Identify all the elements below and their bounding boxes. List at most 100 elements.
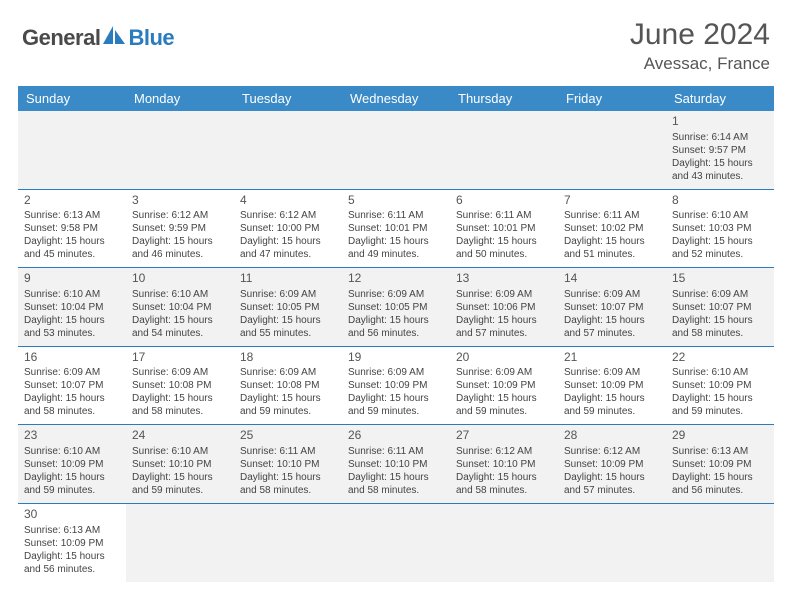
daylight-text: and 58 minutes.	[240, 484, 336, 497]
sunrise-text: Sunrise: 6:10 AM	[24, 288, 120, 301]
daylight-text: Daylight: 15 hours	[132, 471, 228, 484]
day-number: 12	[348, 271, 444, 287]
sunrise-text: Sunrise: 6:09 AM	[564, 366, 660, 379]
sunset-text: Sunset: 10:07 PM	[672, 301, 768, 314]
sunrise-text: Sunrise: 6:11 AM	[456, 209, 552, 222]
sunrise-text: Sunrise: 6:10 AM	[132, 288, 228, 301]
sunset-text: Sunset: 9:57 PM	[672, 144, 768, 157]
calendar-day: 10Sunrise: 6:10 AMSunset: 10:04 PMDaylig…	[126, 268, 234, 347]
sunset-text: Sunset: 10:04 PM	[24, 301, 120, 314]
sunrise-text: Sunrise: 6:09 AM	[240, 366, 336, 379]
day-number: 28	[564, 428, 660, 444]
daylight-text: Daylight: 15 hours	[672, 235, 768, 248]
calendar-day: 21Sunrise: 6:09 AMSunset: 10:09 PMDaylig…	[558, 346, 666, 425]
weekday-header: Tuesday	[234, 86, 342, 111]
day-number: 22	[672, 350, 768, 366]
sunset-text: Sunset: 10:02 PM	[564, 222, 660, 235]
sunrise-text: Sunrise: 6:09 AM	[240, 288, 336, 301]
day-number: 4	[240, 193, 336, 209]
daylight-text: and 43 minutes.	[672, 170, 768, 183]
daylight-text: Daylight: 15 hours	[240, 235, 336, 248]
daylight-text: Daylight: 15 hours	[456, 471, 552, 484]
calendar-empty	[234, 503, 342, 581]
daylight-text: and 45 minutes.	[24, 248, 120, 261]
weekday-header: Sunday	[18, 86, 126, 111]
sunset-text: Sunset: 10:08 PM	[132, 379, 228, 392]
day-number: 27	[456, 428, 552, 444]
calendar-day: 15Sunrise: 6:09 AMSunset: 10:07 PMDaylig…	[666, 268, 774, 347]
day-number: 18	[240, 350, 336, 366]
daylight-text: Daylight: 15 hours	[564, 235, 660, 248]
location: Avessac, France	[630, 54, 770, 74]
daylight-text: Daylight: 15 hours	[672, 471, 768, 484]
daylight-text: and 57 minutes.	[564, 484, 660, 497]
sunrise-text: Sunrise: 6:10 AM	[24, 445, 120, 458]
daylight-text: and 56 minutes.	[672, 484, 768, 497]
day-number: 30	[24, 507, 120, 523]
sunrise-text: Sunrise: 6:09 AM	[564, 288, 660, 301]
daylight-text: Daylight: 15 hours	[672, 392, 768, 405]
calendar-day: 25Sunrise: 6:11 AMSunset: 10:10 PMDaylig…	[234, 425, 342, 504]
calendar-day: 27Sunrise: 6:12 AMSunset: 10:10 PMDaylig…	[450, 425, 558, 504]
daylight-text: and 56 minutes.	[24, 563, 120, 576]
calendar-day: 5Sunrise: 6:11 AMSunset: 10:01 PMDayligh…	[342, 189, 450, 268]
daylight-text: and 50 minutes.	[456, 248, 552, 261]
sunset-text: Sunset: 10:01 PM	[348, 222, 444, 235]
calendar-empty	[450, 503, 558, 581]
daylight-text: Daylight: 15 hours	[24, 471, 120, 484]
calendar-day: 7Sunrise: 6:11 AMSunset: 10:02 PMDayligh…	[558, 189, 666, 268]
day-number: 16	[24, 350, 120, 366]
calendar-day: 14Sunrise: 6:09 AMSunset: 10:07 PMDaylig…	[558, 268, 666, 347]
sunrise-text: Sunrise: 6:12 AM	[564, 445, 660, 458]
title-block: June 2024 Avessac, France	[630, 18, 770, 74]
sunrise-text: Sunrise: 6:11 AM	[564, 209, 660, 222]
calendar-day: 17Sunrise: 6:09 AMSunset: 10:08 PMDaylig…	[126, 346, 234, 425]
calendar-day: 4Sunrise: 6:12 AMSunset: 10:00 PMDayligh…	[234, 189, 342, 268]
daylight-text: Daylight: 15 hours	[564, 392, 660, 405]
calendar-week: 16Sunrise: 6:09 AMSunset: 10:07 PMDaylig…	[18, 346, 774, 425]
calendar-empty	[558, 111, 666, 189]
daylight-text: Daylight: 15 hours	[24, 392, 120, 405]
daylight-text: Daylight: 15 hours	[564, 314, 660, 327]
calendar-empty	[558, 503, 666, 581]
calendar-empty	[342, 111, 450, 189]
daylight-text: Daylight: 15 hours	[240, 314, 336, 327]
logo-text-blue: Blue	[128, 25, 174, 51]
sunrise-text: Sunrise: 6:09 AM	[456, 366, 552, 379]
daylight-text: Daylight: 15 hours	[672, 157, 768, 170]
weekday-header: Monday	[126, 86, 234, 111]
calendar-week: 23Sunrise: 6:10 AMSunset: 10:09 PMDaylig…	[18, 425, 774, 504]
day-number: 24	[132, 428, 228, 444]
daylight-text: and 58 minutes.	[672, 327, 768, 340]
daylight-text: Daylight: 15 hours	[24, 235, 120, 248]
daylight-text: Daylight: 15 hours	[348, 314, 444, 327]
daylight-text: and 47 minutes.	[240, 248, 336, 261]
sunrise-text: Sunrise: 6:11 AM	[240, 445, 336, 458]
sunset-text: Sunset: 10:06 PM	[456, 301, 552, 314]
daylight-text: and 58 minutes.	[348, 484, 444, 497]
daylight-text: and 58 minutes.	[24, 405, 120, 418]
calendar-day: 29Sunrise: 6:13 AMSunset: 10:09 PMDaylig…	[666, 425, 774, 504]
sunset-text: Sunset: 10:09 PM	[672, 379, 768, 392]
sunset-text: Sunset: 10:07 PM	[564, 301, 660, 314]
sunrise-text: Sunrise: 6:09 AM	[132, 366, 228, 379]
weekday-header: Thursday	[450, 86, 558, 111]
daylight-text: Daylight: 15 hours	[564, 471, 660, 484]
sunset-text: Sunset: 10:05 PM	[348, 301, 444, 314]
day-number: 5	[348, 193, 444, 209]
daylight-text: and 53 minutes.	[24, 327, 120, 340]
calendar-day: 6Sunrise: 6:11 AMSunset: 10:01 PMDayligh…	[450, 189, 558, 268]
sunset-text: Sunset: 10:09 PM	[24, 458, 120, 471]
daylight-text: and 46 minutes.	[132, 248, 228, 261]
day-number: 15	[672, 271, 768, 287]
sunrise-text: Sunrise: 6:09 AM	[348, 366, 444, 379]
weekday-header: Saturday	[666, 86, 774, 111]
daylight-text: and 59 minutes.	[564, 405, 660, 418]
sunrise-text: Sunrise: 6:09 AM	[24, 366, 120, 379]
logo: General Blue	[22, 24, 174, 51]
calendar-day: 2Sunrise: 6:13 AMSunset: 9:58 PMDaylight…	[18, 189, 126, 268]
daylight-text: and 51 minutes.	[564, 248, 660, 261]
daylight-text: Daylight: 15 hours	[132, 392, 228, 405]
day-number: 17	[132, 350, 228, 366]
sunset-text: Sunset: 9:59 PM	[132, 222, 228, 235]
